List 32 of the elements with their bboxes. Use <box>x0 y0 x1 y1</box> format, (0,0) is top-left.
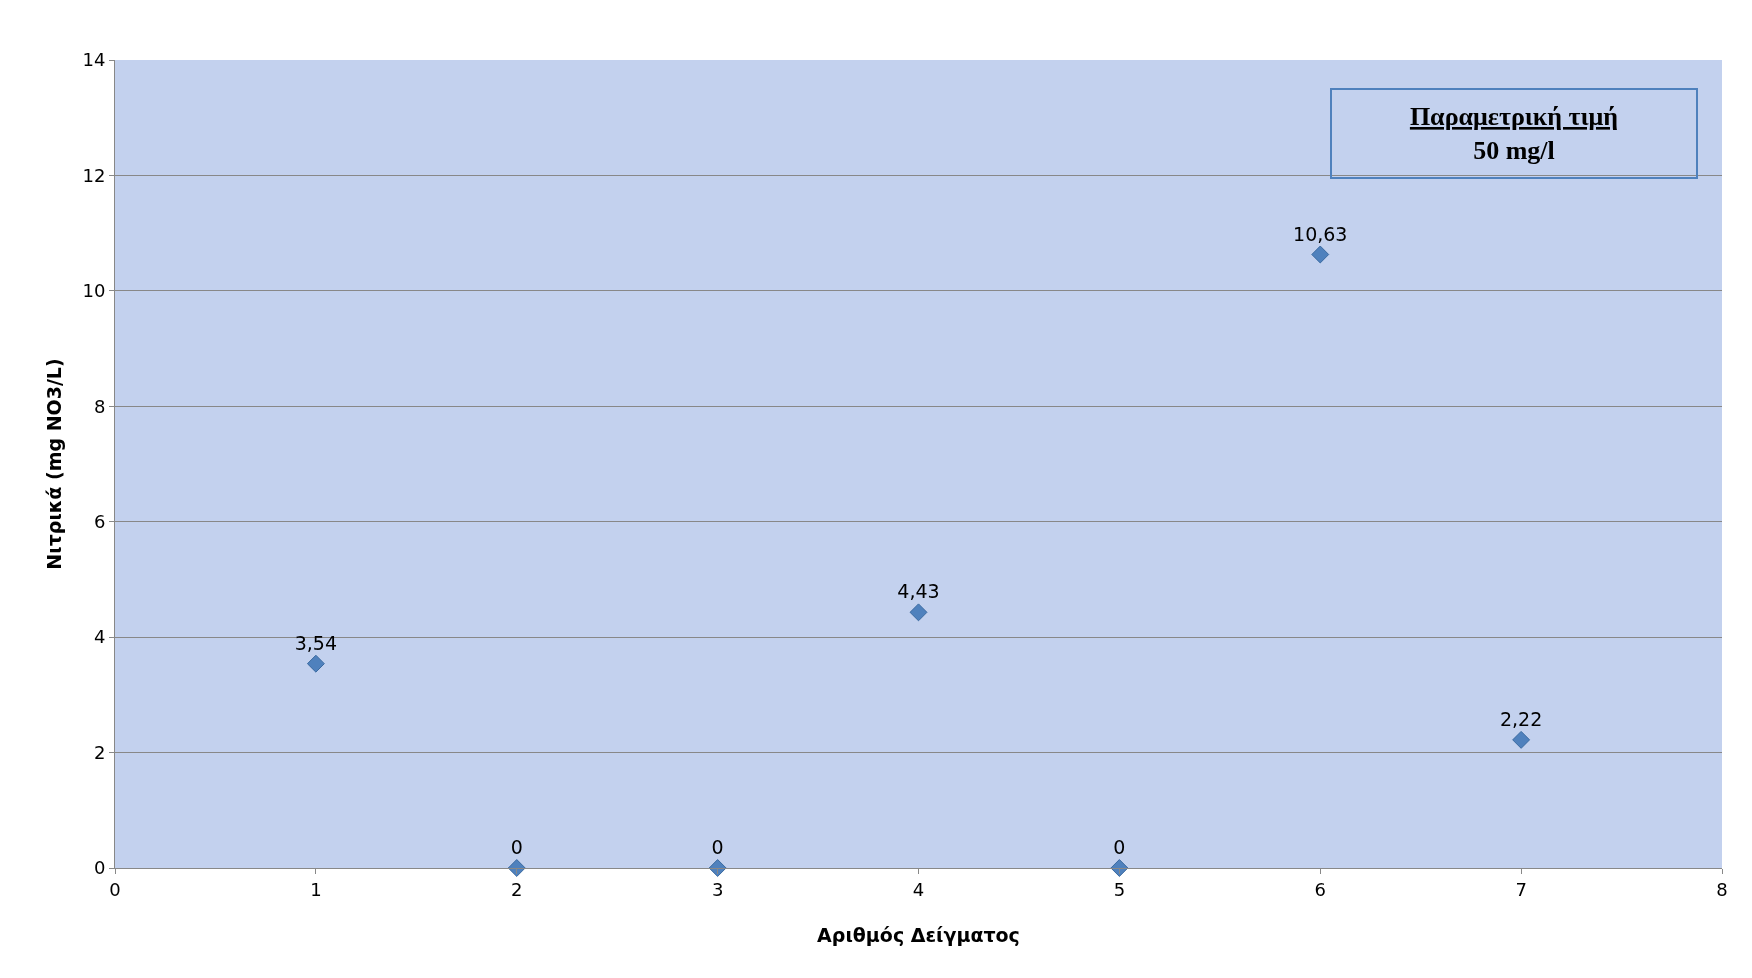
x-tick-label: 0 <box>109 878 121 900</box>
x-tick-label: 1 <box>310 878 322 900</box>
y-tick-label: 4 <box>93 626 106 648</box>
data-label: 0 <box>510 836 523 859</box>
point <box>507 859 526 877</box>
data-label: 0 <box>711 836 724 859</box>
y-axis-title: Νιτρικά (mg NO3/L) <box>43 358 66 570</box>
y-tick-label: 0 <box>93 857 106 879</box>
x-tick-label: 7 <box>1515 878 1527 900</box>
x-tick-label: 8 <box>1716 878 1728 900</box>
x-tick-label: 5 <box>1113 878 1126 900</box>
point <box>306 654 325 673</box>
y-tick-label: 2 <box>93 741 106 763</box>
point <box>909 603 928 622</box>
data-label: 2,22 <box>1499 707 1543 730</box>
x-tick-label: 2 <box>511 878 523 900</box>
x-tick-label: 6 <box>1314 878 1326 900</box>
annotation: Παραμετρική τιμή 50 mg/l <box>1409 102 1619 165</box>
x-tick-label: 4 <box>912 878 925 900</box>
data-label: 3,54 <box>294 631 338 654</box>
y-tick-label: 6 <box>93 511 106 533</box>
x-axis-title: Αριθμός Δείγματος <box>817 924 1020 947</box>
y-tick-label: 12 <box>82 164 106 186</box>
y-tick-label: 10 <box>82 280 106 302</box>
y-tick-label: 8 <box>93 395 106 417</box>
data-label: 10,63 <box>1293 222 1348 245</box>
y-tick-label: 14 <box>82 49 106 71</box>
data-label: 4,43 <box>897 580 940 603</box>
x-tick-label: 3 <box>711 878 724 900</box>
data-label: 0 <box>1113 836 1126 859</box>
point <box>1311 245 1330 264</box>
point <box>1512 730 1531 749</box>
